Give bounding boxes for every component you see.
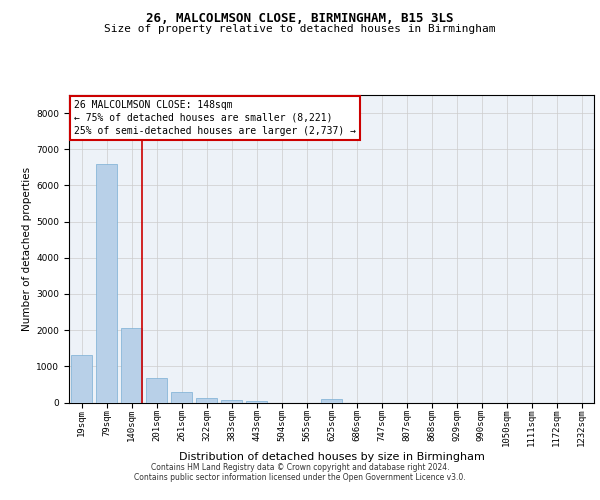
X-axis label: Distribution of detached houses by size in Birmingham: Distribution of detached houses by size … — [179, 452, 484, 462]
Bar — [246, 400, 267, 402]
Text: Size of property relative to detached houses in Birmingham: Size of property relative to detached ho… — [104, 24, 496, 34]
Text: 26 MALCOLMSON CLOSE: 148sqm
← 75% of detached houses are smaller (8,221)
25% of : 26 MALCOLMSON CLOSE: 148sqm ← 75% of det… — [74, 100, 356, 136]
Text: 26, MALCOLMSON CLOSE, BIRMINGHAM, B15 3LS: 26, MALCOLMSON CLOSE, BIRMINGHAM, B15 3L… — [146, 12, 454, 26]
Bar — [71, 356, 92, 403]
Bar — [171, 392, 192, 402]
Text: Contains HM Land Registry data © Crown copyright and database right 2024.: Contains HM Land Registry data © Crown c… — [151, 462, 449, 471]
Bar — [146, 378, 167, 402]
Bar — [321, 399, 342, 402]
Bar — [121, 328, 142, 402]
Bar — [96, 164, 117, 402]
Bar — [196, 398, 217, 402]
Bar — [221, 400, 242, 402]
Y-axis label: Number of detached properties: Number of detached properties — [22, 166, 32, 331]
Text: Contains public sector information licensed under the Open Government Licence v3: Contains public sector information licen… — [134, 474, 466, 482]
